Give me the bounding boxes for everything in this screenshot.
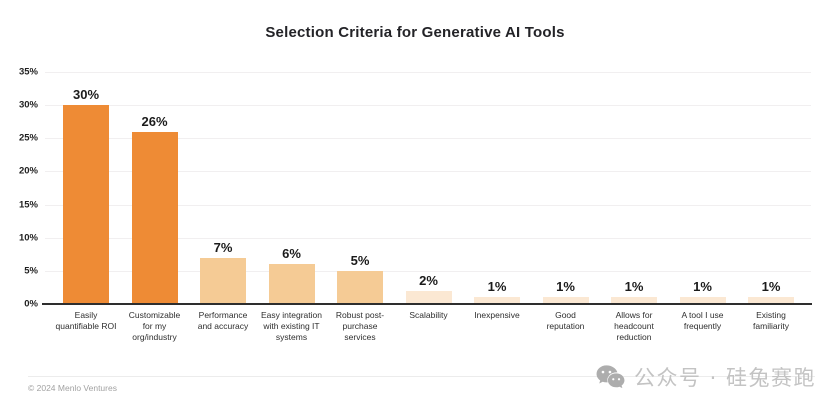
watermark: 公众号 · 硅兔赛跑 — [595, 359, 816, 395]
gridline — [45, 171, 811, 173]
x-axis-category-label: Existing familiarity — [753, 310, 789, 332]
bar — [748, 297, 794, 304]
bar-value-label: 1% — [487, 279, 507, 294]
plot-area: 35% 30% 25% 20% 15% 10% 5% 0% 30% Easily quantifi… — [19, 67, 812, 342]
gridline — [45, 72, 811, 73]
y-axis-tick-label: 10% — [18, 232, 38, 244]
gridline — [45, 237, 811, 239]
x-axis-category-label: Performance and accuracy — [197, 310, 249, 332]
bar — [611, 297, 657, 304]
bar — [542, 297, 589, 304]
bar-value-label: 7% — [213, 240, 233, 255]
x-axis-category-label: Customizable for my org/industry — [128, 310, 181, 343]
gridline — [45, 105, 811, 107]
y-axis-tick-label: 35% — [18, 66, 38, 78]
gridline — [45, 270, 811, 272]
y-axis-tick-label: 15% — [18, 199, 38, 211]
bar — [679, 297, 726, 304]
bar — [131, 132, 178, 304]
x-axis-category-label: Good reputation — [546, 310, 585, 332]
bar — [474, 297, 520, 304]
chart-title: Selection Criteria for Generative AI Too… — [265, 24, 565, 41]
wechat-icon — [596, 365, 625, 389]
bar — [405, 291, 452, 304]
y-axis-tick-label: 0% — [24, 298, 38, 310]
gridline — [45, 204, 811, 206]
bar-value-label: 1% — [761, 279, 781, 294]
bar-value-label: 6% — [282, 246, 301, 261]
y-axis-tick-label: 5% — [24, 265, 38, 277]
bar — [200, 258, 246, 304]
x-axis-category-label: Allows for headcount reduction — [614, 310, 654, 343]
x-axis-line — [42, 303, 812, 305]
bar — [63, 105, 109, 304]
x-axis-category-label: Easy integration with existing IT system… — [261, 310, 322, 343]
watermark-text: 公众号 · 硅兔赛跑 — [633, 366, 816, 390]
y-axis-tick-label: 30% — [18, 99, 38, 111]
bar-value-label: 5% — [350, 253, 370, 268]
bar-value-label: 26% — [141, 114, 168, 129]
bar-value-label: 2% — [419, 273, 438, 288]
bar-value-label: 30% — [72, 87, 100, 102]
y-axis-tick-label: 25% — [18, 132, 38, 144]
x-axis-category-label: A tool I use frequently — [681, 310, 724, 332]
y-axis-tick-label: 20% — [18, 165, 38, 177]
copyright-text: © 2024 Menlo Ventures — [28, 383, 117, 393]
x-axis-category-label: Inexpensive — [474, 310, 520, 320]
bar-value-label: 1% — [556, 279, 575, 294]
bar — [337, 271, 383, 304]
x-axis-category-label: Easily quantifiable ROI — [55, 310, 117, 332]
bar-value-label: 1% — [693, 279, 712, 294]
bar — [268, 264, 315, 304]
x-axis-category-label: Robust post- purchase services — [335, 310, 385, 343]
gridline — [45, 138, 811, 140]
bar-value-label: 1% — [624, 279, 644, 294]
footer-divider — [28, 376, 815, 377]
x-axis-category-label: Scalability — [409, 310, 448, 320]
